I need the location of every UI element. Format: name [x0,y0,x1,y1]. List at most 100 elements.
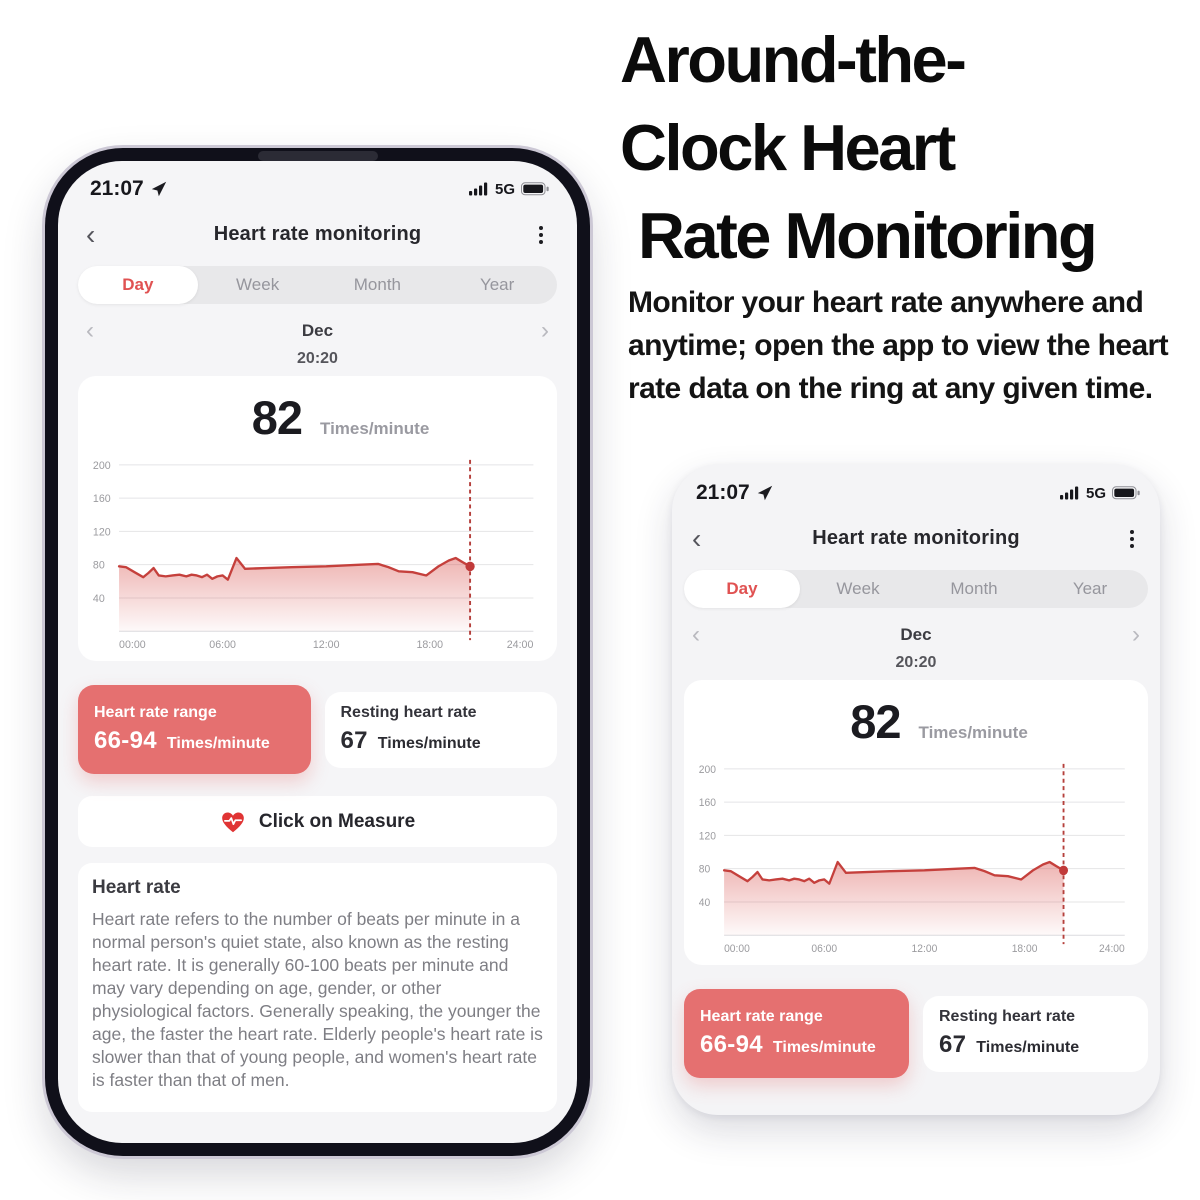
heart-ecg-icon [220,810,246,834]
month-label: Dec [900,625,932,644]
page-title: Heart rate monitoring [213,223,422,245]
marketing-title: Around-the- Clock Heart Rate Monitoring [620,16,1200,280]
resting-card-value: 67 [939,1031,967,1058]
svg-text:24:00: 24:00 [507,639,534,651]
svg-text:00:00: 00:00 [724,943,750,955]
period-tabs: Day Week Month Year [684,570,1148,608]
range-card-unit: Times/minute [772,1039,876,1056]
phone-mockup: 21:07 5G [45,148,590,1156]
summary-cards: Heart rate range 66-94 Times/minute Rest… [78,685,557,774]
app-screenshot-panel: 21:07 5G [672,465,1160,1115]
app-header: ‹ Heart rate monitoring [78,218,557,250]
network-label: 5G [494,180,515,198]
tab-year[interactable]: Year [1072,579,1108,598]
page-title: Heart rate monitoring [812,527,1020,549]
range-card-value: 66-94 [94,727,157,754]
svg-text:120: 120 [699,830,716,842]
app-header: ‹ Heart rate monitoring [684,522,1148,554]
svg-text:06:00: 06:00 [209,639,236,651]
resting-card-value: 67 [340,727,368,754]
selected-time: 20:20 [895,654,937,671]
heart-rate-range-card: Heart rate range 66-94 Times/minute [78,685,311,774]
bpm-value: 82 [251,391,303,444]
battery-icon [1112,484,1140,502]
period-tabs: Day Week Month Year [78,266,557,304]
range-card-value: 66-94 [700,1031,763,1058]
resting-card-unit: Times/minute [377,735,481,752]
kebab-menu-icon[interactable] [523,225,549,244]
measure-button[interactable]: Click on Measure [78,796,557,847]
resting-card-title: Resting heart rate [340,704,477,721]
tab-day[interactable]: Day [684,570,800,608]
tab-year[interactable]: Year [479,275,515,294]
date-navigator: ‹ Dec › [78,317,557,344]
svg-text:80: 80 [699,863,711,875]
prev-month-icon[interactable]: ‹ [86,317,94,344]
heart-rate-chart[interactable]: 200 160 120 80 40 00:00 06:00 12:00 18:00 24:00 [696,751,1136,961]
svg-text:160: 160 [93,493,111,505]
next-month-icon[interactable]: › [541,317,549,344]
back-chevron-icon[interactable]: ‹ [692,522,702,554]
svg-text:00:00: 00:00 [119,639,146,651]
status-time: 21:07 [696,481,750,504]
kebab-menu-icon[interactable] [1114,529,1140,548]
svg-text:40: 40 [93,593,105,605]
tab-week[interactable]: Week [236,275,280,294]
tab-month[interactable]: Month [950,579,998,598]
bpm-unit: Times/minute [918,723,1028,742]
svg-text:200: 200 [93,460,111,472]
svg-text:18:00: 18:00 [1012,943,1038,955]
measure-button-label: Click on Measure [258,810,416,832]
range-card-title: Heart rate range [94,704,217,721]
resting-heart-rate-card: Resting heart rate 67 Times/minute [923,995,1148,1072]
info-body: Heart rate refers to the number of beats… [92,909,543,1090]
tab-month[interactable]: Month [353,275,401,294]
next-month-icon[interactable]: › [1132,621,1140,648]
tab-week[interactable]: Week [836,579,880,598]
date-navigator: ‹ Dec › [684,621,1148,648]
range-card-unit: Times/minute [166,735,270,752]
heart-rate-chart[interactable]: 200 160 120 80 40 00:00 06:00 12:00 18:00 24:00 [90,447,545,657]
current-reading: 82 Times/minute [90,390,545,445]
info-heading: Heart rate [92,877,181,898]
svg-text:18:00: 18:00 [416,639,443,651]
status-bar: 21:07 5G [684,465,1148,505]
status-time: 21:07 [90,177,144,200]
heart-rate-info-card: Heart rate Heart rate refers to the numb… [78,863,557,1112]
heart-rate-range-card: Heart rate range 66-94 Times/minute [684,989,909,1078]
marketing-subtitle: Monitor your heart rate anywhere and any… [628,286,1169,405]
marketing-title-line2: Clock Heart [620,111,956,184]
marketing-title-line3: Rate Monitoring [638,199,1098,272]
network-label: 5G [1085,484,1106,502]
chart-card: 82 Times/minute 200 160 120 80 40 00:00 06:00 1… [684,680,1148,965]
resting-heart-rate-card: Resting heart rate 67 Times/minute [324,691,557,768]
resting-card-unit: Times/minute [976,1039,1080,1056]
svg-text:06:00: 06:00 [811,943,837,955]
chart-card: 82 Times/minute 200 160 120 80 40 00:00 06:00 1… [78,376,557,661]
current-reading: 82 Times/minute [696,694,1136,749]
phone-speaker-notch [257,151,378,161]
svg-text:12:00: 12:00 [912,943,938,955]
resting-card-title: Resting heart rate [939,1008,1076,1025]
bpm-value: 82 [850,695,901,748]
selected-time: 20:20 [297,350,338,367]
back-chevron-icon[interactable]: ‹ [86,218,96,250]
signal-bars-icon [1059,484,1080,502]
svg-text:12:00: 12:00 [313,639,340,651]
svg-text:160: 160 [699,797,716,809]
svg-text:40: 40 [699,897,711,909]
location-arrow-icon [151,177,167,201]
summary-cards: Heart rate range 66-94 Times/minute Rest… [684,989,1148,1078]
battery-icon [521,180,549,198]
svg-text:80: 80 [93,560,105,572]
marketing-title-line1: Around-the- [620,23,967,96]
tab-day[interactable]: Day [78,266,198,304]
svg-text:200: 200 [699,764,716,776]
range-card-title: Heart rate range [700,1008,823,1025]
phone-screen: 21:07 5G [58,161,577,1143]
prev-month-icon[interactable]: ‹ [692,621,700,648]
location-arrow-icon [757,481,773,505]
svg-text:24:00: 24:00 [1099,943,1125,955]
month-label: Dec [301,321,334,340]
signal-bars-icon [468,180,489,198]
